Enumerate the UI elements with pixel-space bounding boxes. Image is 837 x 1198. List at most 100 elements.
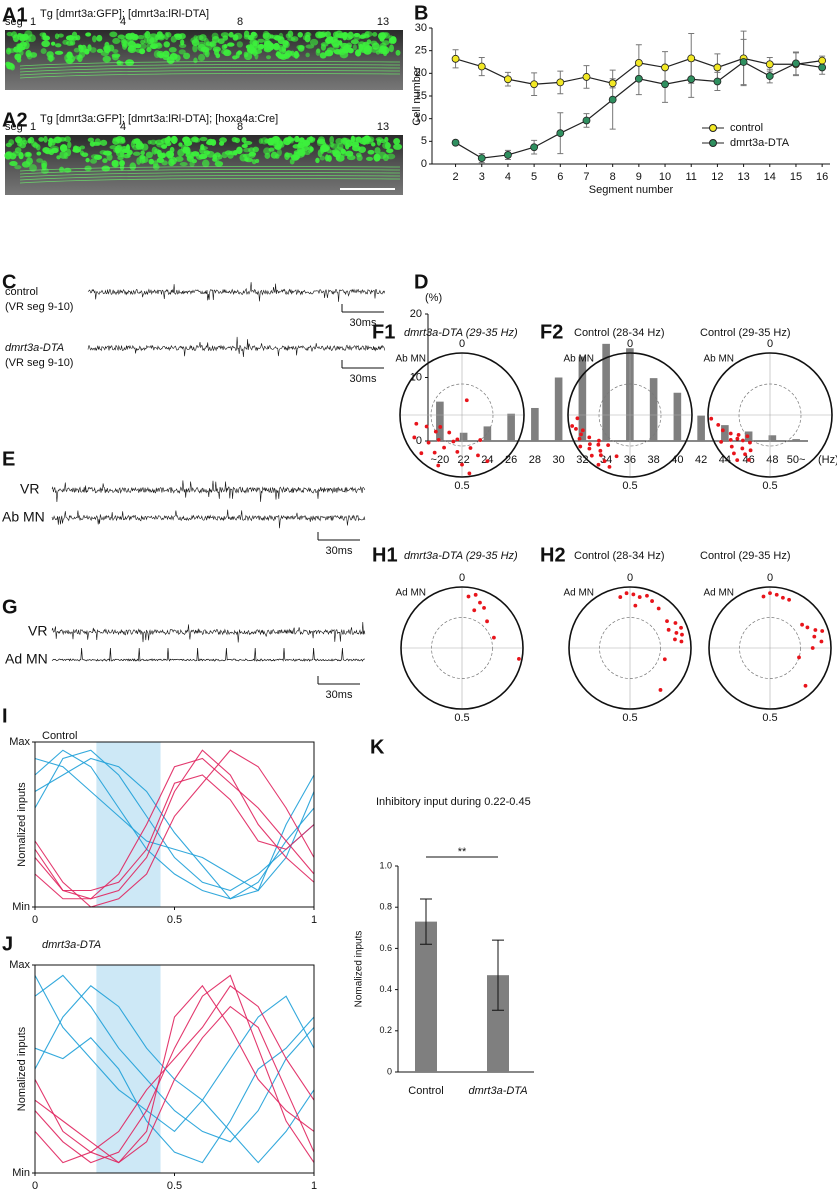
polar-frame bbox=[567, 352, 693, 478]
point bbox=[805, 625, 810, 630]
x-tick-label: 9 bbox=[636, 171, 642, 183]
point bbox=[412, 435, 417, 440]
cell bbox=[38, 137, 44, 142]
cell bbox=[54, 43, 62, 48]
x-tick-label: ~20 bbox=[431, 454, 450, 466]
shade bbox=[96, 965, 161, 1173]
series-line bbox=[34, 757, 315, 900]
cell bbox=[6, 31, 13, 37]
cell bbox=[243, 140, 253, 145]
point bbox=[673, 637, 677, 642]
point bbox=[467, 471, 472, 476]
x-tick-label: dmrt3a-DTA bbox=[468, 1085, 527, 1097]
bar bbox=[768, 435, 777, 441]
cell bbox=[54, 50, 64, 55]
theta-tick-label: 0.5 bbox=[622, 480, 637, 492]
point bbox=[634, 59, 643, 67]
legend-label: control bbox=[730, 122, 763, 134]
theta-tick-label: 0 bbox=[767, 572, 773, 584]
segment-label: 8 bbox=[237, 16, 243, 28]
point bbox=[761, 594, 766, 599]
chart-title: Control (28-34 Hz) bbox=[574, 550, 664, 562]
point bbox=[577, 436, 582, 441]
cell bbox=[47, 55, 55, 62]
point bbox=[574, 426, 578, 431]
cell bbox=[163, 41, 170, 48]
cell bbox=[139, 154, 146, 159]
cell bbox=[285, 33, 291, 39]
cell bbox=[341, 149, 347, 157]
x-tick-label: 0.5 bbox=[167, 914, 182, 926]
cell bbox=[154, 139, 164, 146]
cell bbox=[212, 156, 218, 162]
cell bbox=[193, 137, 199, 143]
point bbox=[606, 443, 611, 447]
y-tick-label: 0.4 bbox=[379, 984, 392, 994]
theta-tick-label: 0 bbox=[627, 572, 633, 584]
seg-label: seg bbox=[5, 16, 23, 28]
cell bbox=[220, 32, 230, 38]
cell bbox=[26, 52, 33, 60]
r-grid bbox=[739, 617, 801, 679]
bar bbox=[697, 415, 705, 441]
y-tick-label: 25 bbox=[415, 45, 427, 57]
point bbox=[666, 627, 671, 632]
axon bbox=[19, 64, 401, 70]
cell bbox=[19, 34, 26, 42]
cell bbox=[173, 33, 183, 38]
cell bbox=[16, 57, 22, 63]
point bbox=[580, 428, 585, 433]
point bbox=[792, 59, 800, 68]
point bbox=[656, 606, 661, 611]
cell bbox=[6, 62, 15, 70]
x-tick-label: 14 bbox=[764, 171, 776, 183]
cell bbox=[350, 135, 356, 143]
trace-label: VR bbox=[20, 481, 39, 497]
point bbox=[818, 63, 827, 72]
point bbox=[587, 446, 592, 451]
r-grid bbox=[738, 383, 802, 447]
point bbox=[582, 116, 591, 125]
cell bbox=[92, 141, 102, 146]
point bbox=[746, 457, 751, 462]
point bbox=[765, 60, 774, 69]
panel-label: A2 bbox=[2, 109, 28, 131]
cell bbox=[179, 161, 188, 167]
point bbox=[687, 54, 696, 63]
r-grid bbox=[598, 383, 662, 447]
bar bbox=[578, 356, 587, 441]
point bbox=[732, 451, 736, 456]
point bbox=[436, 463, 441, 468]
x-tick-label: 4 bbox=[505, 171, 511, 183]
cell bbox=[117, 155, 124, 161]
cell bbox=[274, 154, 280, 159]
trace bbox=[51, 621, 366, 643]
point bbox=[478, 600, 482, 605]
cell bbox=[223, 44, 228, 49]
point bbox=[419, 451, 424, 456]
cell bbox=[330, 143, 340, 149]
cell bbox=[297, 149, 306, 156]
x-tick-label: 16 bbox=[816, 171, 828, 183]
y-tick-label: 20 bbox=[410, 308, 422, 320]
cell bbox=[145, 151, 153, 159]
bar bbox=[531, 407, 539, 441]
cell bbox=[74, 55, 82, 60]
series-line bbox=[34, 1005, 315, 1164]
cell bbox=[125, 33, 134, 40]
cell bbox=[237, 50, 243, 55]
cell bbox=[109, 31, 118, 38]
cell bbox=[393, 138, 401, 145]
cell bbox=[319, 31, 328, 37]
cell bbox=[14, 165, 22, 170]
x-tick-label: 0 bbox=[32, 914, 38, 926]
point bbox=[589, 453, 594, 458]
cell bbox=[191, 159, 198, 164]
point bbox=[713, 63, 722, 72]
point bbox=[578, 444, 583, 449]
cell bbox=[18, 152, 24, 160]
axon bbox=[19, 178, 401, 184]
point bbox=[735, 436, 740, 441]
cell bbox=[365, 156, 374, 161]
